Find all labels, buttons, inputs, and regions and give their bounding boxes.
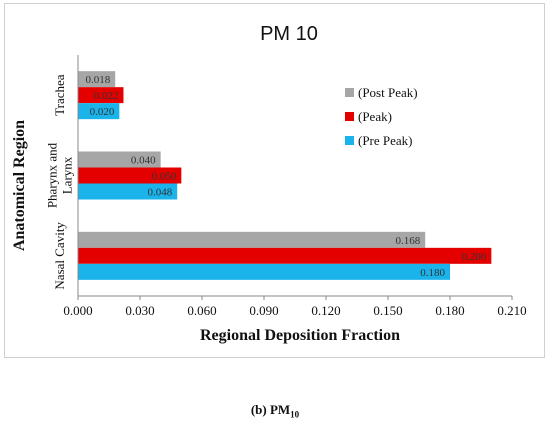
x-tick-label: 0.150 <box>373 303 402 318</box>
legend-label: (Pre Peak) <box>358 133 413 148</box>
legend-swatch <box>345 112 354 121</box>
bar <box>78 167 182 184</box>
data-label: 0.048 <box>147 187 172 199</box>
bar <box>78 263 450 280</box>
x-tick-label: 0.210 <box>497 303 526 318</box>
bar <box>78 151 161 168</box>
caption-main: PM <box>269 402 291 417</box>
bar <box>78 183 178 200</box>
x-tick-label: 0.030 <box>125 303 154 318</box>
data-label: 0.180 <box>420 267 445 279</box>
bar <box>78 103 120 120</box>
legend-swatch <box>345 88 354 97</box>
bar <box>78 71 116 88</box>
data-label: 0.168 <box>395 235 420 247</box>
x-tick-label: 0.180 <box>435 303 464 318</box>
y-tick-label: Trachea <box>52 74 67 116</box>
x-tick-label: 0.120 <box>311 303 340 318</box>
data-label: 0.020 <box>90 106 115 118</box>
bar <box>78 247 492 264</box>
data-label: 0.200 <box>462 251 487 263</box>
x-tick-label: 0.090 <box>249 303 278 318</box>
legend-label: (Post Peak) <box>358 85 418 100</box>
data-label: 0.040 <box>131 155 156 167</box>
legend-swatch <box>345 136 354 145</box>
x-tick-label: 0.000 <box>63 303 92 318</box>
y-tick-label: Pharynx andLarynx <box>45 142 75 208</box>
bar <box>78 231 426 248</box>
bar <box>78 87 124 104</box>
x-tick-label: 0.060 <box>187 303 216 318</box>
caption-subscript: 10 <box>290 409 300 420</box>
data-label: 0.018 <box>85 74 110 86</box>
figure-caption: (b) PM10 <box>0 402 550 420</box>
data-label: 0.022 <box>94 90 119 102</box>
x-axis-title: Regional Deposition Fraction <box>200 327 400 344</box>
y-tick-label: Nasal Cavity <box>52 222 67 290</box>
data-label: 0.050 <box>152 171 177 183</box>
y-axis-title: Anatomical Region <box>11 120 28 251</box>
chart-title: PM 10 <box>260 23 318 45</box>
caption-prefix: (b) <box>250 402 267 417</box>
chart: PM 10 0.018 0.022 0.020 Trachea 0.040 0.050 0.0… <box>11 23 527 344</box>
legend-label: (Peak) <box>358 109 392 124</box>
